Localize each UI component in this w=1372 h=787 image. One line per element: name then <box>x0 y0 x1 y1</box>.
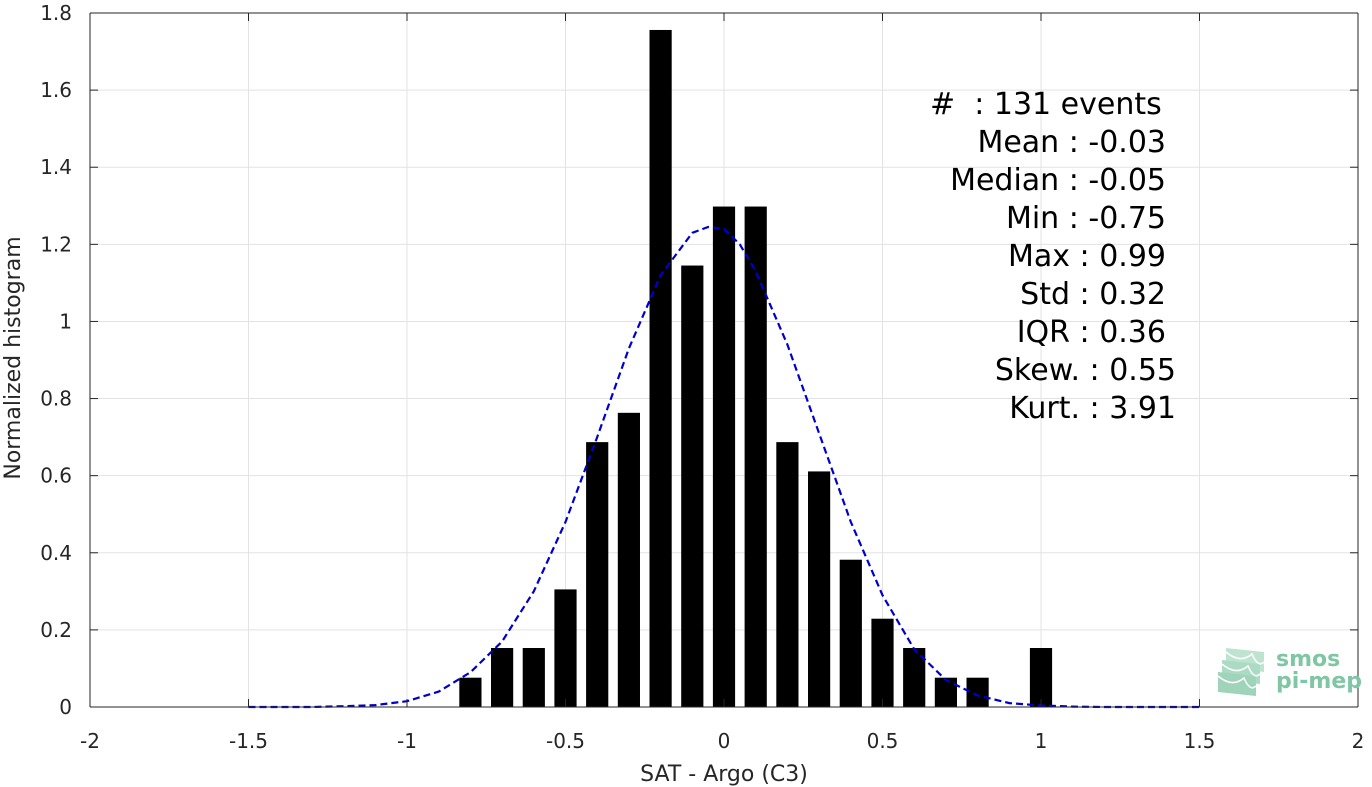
y-tick-label: 0 <box>59 695 72 719</box>
x-tick-label: -2 <box>80 729 100 753</box>
stat-max: Max : 0.99 <box>1008 239 1166 274</box>
stat-iqr: IQR : 0.36 <box>1017 315 1166 350</box>
x-tick-label: -0.5 <box>546 729 585 753</box>
x-axis-ticks: -2 -1.5 -1 -0.5 0 0.5 1 1.5 2 <box>80 13 1364 753</box>
histogram-bar <box>903 648 926 707</box>
x-axis-label: SAT - Argo (C3) <box>640 762 808 787</box>
histogram-bar <box>934 677 957 707</box>
logo-text-smos: smos <box>1276 647 1340 672</box>
x-tick-label: -1.5 <box>229 729 268 753</box>
histogram-bar <box>776 442 799 707</box>
stat-mean: Mean : -0.03 <box>977 125 1166 160</box>
x-tick-label: 2 <box>1352 729 1365 753</box>
histogram-bar <box>554 589 577 707</box>
histogram-bar <box>522 648 545 707</box>
y-tick-label: 1.8 <box>40 1 72 25</box>
histogram-bar <box>617 412 640 707</box>
histogram-bar <box>744 206 767 707</box>
stat-std: Std : 0.32 <box>1020 277 1166 312</box>
y-tick-label: 1.2 <box>40 232 72 256</box>
histogram-bar <box>966 677 989 707</box>
histogram-bar <box>1029 648 1053 707</box>
histogram-bar <box>808 471 831 707</box>
stat-events: # : 131 events <box>930 87 1162 122</box>
y-tick-label: 0.2 <box>40 618 72 642</box>
y-tick-label: 0.6 <box>40 464 72 488</box>
histogram-bars <box>459 29 1053 708</box>
logo-layers-icon <box>1217 648 1265 696</box>
x-tick-label: -1 <box>397 729 417 753</box>
y-tick-label: 0.8 <box>40 387 72 411</box>
stats-annotation-box: # : 131 events Mean : -0.03 Median : -0.… <box>930 87 1176 426</box>
y-axis-label: Normalized histogram <box>1 236 26 479</box>
stat-skewness: Skew. : 0.55 <box>995 353 1176 388</box>
logo-text-pi-mep: pi-mep <box>1276 669 1362 694</box>
gaussian-fit-curve <box>248 225 1200 709</box>
x-tick-label: 1 <box>1035 729 1048 753</box>
stat-kurtosis: Kurt. : 3.91 <box>1009 391 1176 426</box>
y-tick-label: 1.4 <box>40 155 72 179</box>
x-tick-label: 0.5 <box>867 729 899 753</box>
x-tick-label: 0 <box>718 729 731 753</box>
y-tick-label: 0.4 <box>40 541 72 565</box>
histogram-bar <box>712 206 736 707</box>
histogram-bar <box>459 677 482 707</box>
histogram-bar <box>681 265 704 707</box>
histogram-bar <box>839 559 862 707</box>
stat-median: Median : -0.05 <box>950 163 1166 198</box>
y-axis-ticks: 0 0.2 0.4 0.6 0.8 1 1.2 1.4 1.6 1.8 <box>40 1 1358 719</box>
x-tick-label: 1.5 <box>1184 729 1216 753</box>
y-tick-label: 1 <box>59 309 72 333</box>
histogram-bar <box>649 29 672 708</box>
smos-pi-mep-logo: smos pi-mep <box>1217 647 1362 696</box>
y-tick-label: 1.6 <box>40 78 72 102</box>
stat-min: Min : -0.75 <box>1006 201 1166 236</box>
histogram-bar <box>491 648 514 707</box>
histogram-bar <box>586 442 609 707</box>
histogram-bar <box>871 618 894 707</box>
